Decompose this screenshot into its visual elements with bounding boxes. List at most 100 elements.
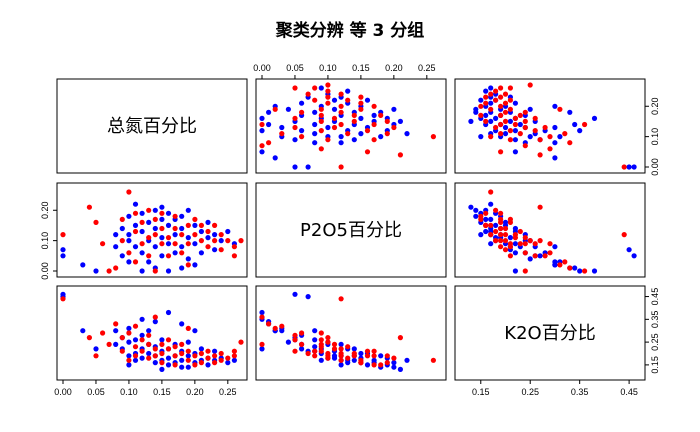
data-point (493, 88, 499, 94)
data-point (86, 204, 92, 210)
data-point (507, 85, 513, 91)
data-point (279, 328, 285, 334)
data-point (292, 124, 298, 131)
data-point (139, 348, 145, 354)
data-point (577, 268, 583, 274)
data-point (358, 350, 364, 357)
data-point (371, 137, 377, 143)
data-point (502, 219, 509, 225)
data-point (93, 268, 99, 274)
data-point (192, 241, 198, 247)
data-point (225, 238, 231, 244)
right-tick-label: 0.35 (650, 311, 660, 329)
data-point (113, 244, 119, 250)
data-point (478, 103, 484, 109)
data-point (325, 335, 331, 341)
data-point (159, 337, 165, 343)
data-point (631, 253, 637, 259)
data-point (231, 253, 237, 259)
top-tick-label: 0.10 (319, 63, 337, 73)
data-point (279, 131, 285, 137)
data-point (483, 88, 489, 94)
data-point (591, 268, 598, 274)
data-point (126, 325, 132, 331)
data-point (522, 268, 528, 274)
data-point (502, 232, 509, 238)
data-point (351, 112, 357, 118)
data-point (512, 137, 519, 143)
data-point (292, 348, 298, 354)
data-point (205, 362, 211, 368)
scatter-panel-r3-c2 (255, 285, 447, 381)
data-point (493, 124, 499, 131)
data-point (498, 85, 504, 91)
data-point (522, 241, 528, 247)
data-point (172, 353, 178, 359)
data-point (159, 235, 165, 241)
data-point (113, 341, 119, 347)
data-point (205, 235, 211, 241)
data-point (185, 353, 191, 359)
data-point (179, 213, 185, 219)
data-point (488, 85, 494, 91)
data-point (312, 85, 318, 91)
data-point (93, 346, 99, 352)
data-point (259, 309, 265, 316)
data-point (119, 238, 125, 244)
data-point (397, 118, 403, 124)
data-point (179, 225, 185, 232)
data-point (299, 346, 305, 352)
data-point (378, 353, 384, 359)
scatter-panel-r3-c1 (56, 285, 248, 381)
data-point (512, 121, 519, 128)
data-point (626, 247, 632, 253)
data-point (126, 250, 132, 256)
scatter-panel-r2-c1 (56, 182, 248, 278)
data-point (312, 328, 318, 334)
data-point (312, 348, 318, 354)
data-point (404, 357, 410, 363)
data-point (312, 140, 318, 146)
data-point (305, 91, 311, 97)
data-point (507, 118, 513, 124)
data-point (292, 337, 298, 343)
data-point (292, 291, 298, 297)
data-point (179, 265, 185, 271)
data-point (391, 124, 397, 131)
data-point (218, 232, 224, 238)
data-point (338, 103, 344, 109)
data-point (572, 121, 578, 128)
data-point (113, 265, 119, 271)
data-point (185, 235, 191, 241)
data-point (378, 134, 384, 140)
x-tick-label: 0.10 (120, 387, 138, 397)
data-point (292, 115, 298, 121)
data-point (132, 244, 139, 250)
diagonal-panel-1 (56, 78, 248, 174)
data-point (338, 121, 344, 128)
data-point (567, 109, 573, 115)
data-point (165, 346, 172, 352)
data-point (483, 94, 489, 100)
data-point (498, 225, 504, 232)
data-point (113, 232, 119, 238)
data-point (179, 364, 185, 370)
data-point (165, 210, 172, 216)
data-point (384, 131, 390, 137)
data-point (126, 189, 132, 195)
data-point (483, 210, 489, 216)
data-point (146, 355, 152, 361)
data-point (146, 332, 152, 338)
data-point (198, 222, 204, 228)
data-point (80, 262, 86, 268)
data-point (126, 339, 132, 345)
data-point (358, 106, 364, 112)
data-point (325, 82, 331, 88)
data-point (146, 350, 152, 357)
data-point (172, 225, 178, 232)
data-point (152, 225, 158, 232)
data-point (259, 143, 265, 149)
data-point (305, 294, 311, 300)
data-point (292, 137, 298, 143)
data-point (502, 118, 509, 124)
